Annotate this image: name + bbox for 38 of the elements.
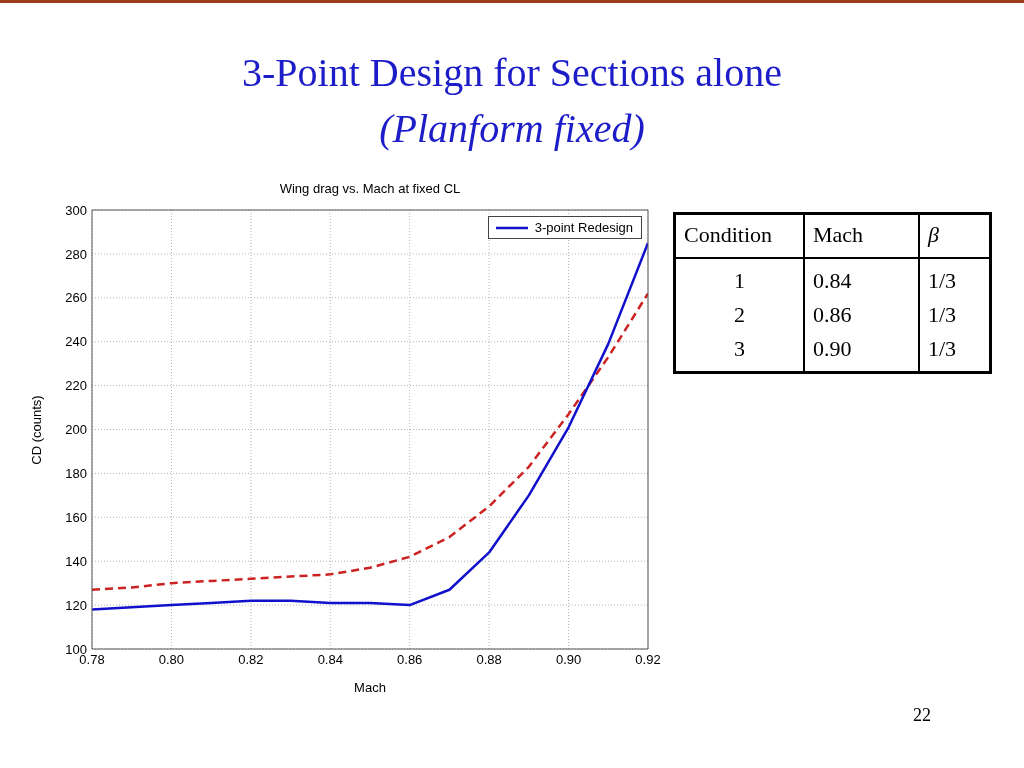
text: 3: [734, 336, 745, 361]
chart-subtitle: (Planform fixed): [379, 106, 645, 151]
text: 22: [913, 705, 931, 725]
y-axis-title: CD (counts): [29, 394, 44, 465]
y-tick-label: 140: [65, 553, 87, 569]
x-tick-label: 0.90: [555, 652, 582, 668]
line-series: [92, 241, 648, 611]
y-tick-label: 220: [65, 378, 87, 394]
text: Wing drag vs. Mach at fixed CL: [279, 181, 461, 196]
text: 0.90: [813, 336, 852, 361]
y-tick-label: 120: [65, 597, 87, 613]
y-tick-label: 300: [65, 202, 87, 218]
y-tick-label: 260: [65, 290, 87, 306]
text: 2: [734, 302, 745, 327]
chart-title: 3-Point Design for Sections alone: [242, 50, 782, 95]
x-tick-label: 0.92: [635, 652, 661, 668]
text: 1/3: [928, 268, 957, 293]
x-tick-label: 0.88: [476, 652, 502, 668]
text: 1: [734, 268, 745, 293]
category-label: Condition: [684, 222, 773, 247]
x-tick-label: 0.80: [158, 652, 185, 668]
y-tick-label: 200: [65, 422, 87, 438]
text: 0.84: [813, 268, 852, 293]
x-tick-label: 0.82: [238, 652, 264, 668]
category-label: β: [928, 222, 939, 247]
x-axis-title: Mach: [354, 680, 386, 695]
legend-label: 3-point Redesign: [534, 219, 633, 236]
text: 1/3: [928, 302, 957, 327]
y-tick-label: 160: [65, 509, 87, 525]
y-tick-label: 240: [65, 334, 87, 350]
line-series: [92, 292, 648, 591]
x-tick-label: 0.86: [397, 652, 423, 668]
text: 1/3: [928, 336, 957, 361]
text: 0.86: [813, 302, 852, 327]
y-tick-label: 180: [65, 466, 87, 482]
category-label: Mach: [813, 222, 864, 247]
y-tick-label: 280: [65, 246, 87, 262]
x-tick-label: 0.84: [317, 652, 343, 668]
